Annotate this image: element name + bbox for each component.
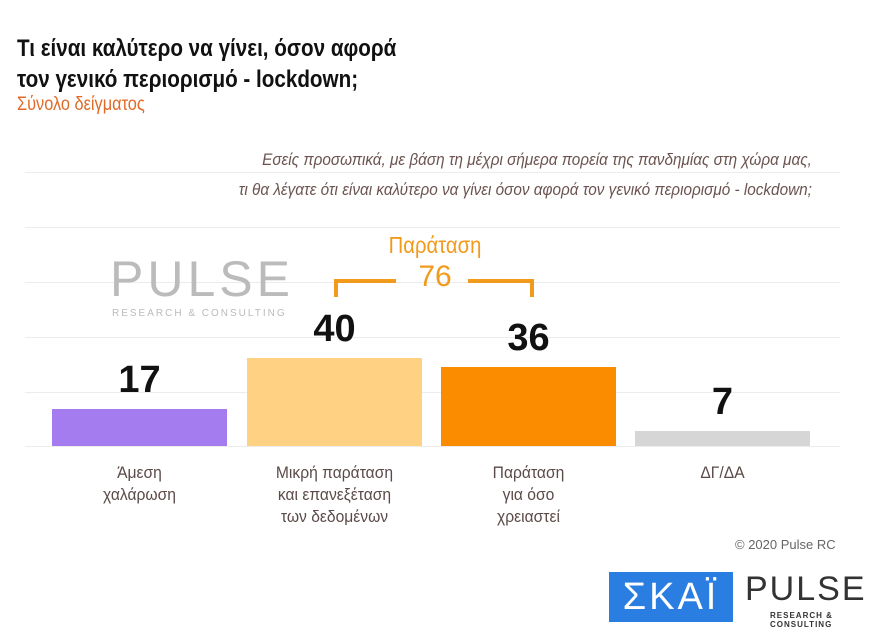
bracket-value: 76 — [418, 260, 452, 293]
category-label-line: Παράταση — [492, 463, 565, 482]
category-label-line: των δεδομένων — [280, 507, 389, 526]
bar — [52, 408, 227, 446]
category-label: Μικρή παράταση και επανεξέταση των δεδομέν… — [254, 462, 415, 528]
bracket-label: Παράταση — [388, 232, 482, 258]
category-label-line: χαλάρωση — [103, 485, 176, 504]
gridline — [25, 392, 840, 393]
title-line-2: τον γενικό περιορισμό - lockdown; — [17, 66, 359, 93]
chart-subtitle: Σύνολο δείγματος — [17, 94, 145, 115]
category-label-line: για όσο — [502, 485, 555, 504]
category-label-line: Άμεση — [117, 463, 162, 482]
chart-title: Τι είναι καλύτερο να γίνει, όσον αφορά το… — [17, 33, 396, 95]
question-line-1: Εσείς προσωπικά, με βάση τη μέχρι σήμερα… — [262, 150, 813, 169]
title-line-1: Τι είναι καλύτερο να γίνει, όσον αφορά — [17, 35, 397, 62]
pulse-logo: PULSE — [745, 570, 867, 608]
question-line-2: τι θα λέγατε ότι είναι καλύτερο να γίνει… — [238, 180, 812, 199]
data-label: 40 — [313, 308, 356, 350]
bar — [247, 358, 422, 446]
watermark-sub: RESEARCH & CONSULTING — [112, 308, 287, 319]
bracket-line-right — [468, 279, 534, 283]
data-label: 17 — [118, 358, 161, 401]
bracket-tick-right — [530, 279, 534, 297]
watermark-brand: PULSE — [110, 251, 294, 307]
category-label-line: και επανεξέταση — [277, 485, 392, 504]
bracket-line-left — [334, 279, 396, 283]
gridline — [25, 282, 840, 283]
bracket-tick-left — [334, 279, 338, 297]
gridline — [25, 172, 840, 173]
gridline — [25, 446, 840, 447]
category-label: ΔΓ/ΔΑ — [642, 462, 803, 484]
pulse-logo-sub: RESEARCH & CONSULTING — [770, 611, 833, 629]
skai-logo: ΣΚΑΪ — [609, 572, 733, 622]
category-label: Παράταση για όσο χρειαστεί — [448, 462, 609, 528]
category-label-line: χρειαστεί — [497, 507, 560, 526]
data-label: 7 — [711, 380, 734, 423]
data-label: 36 — [507, 316, 550, 359]
category-label-line: Μικρή παράταση — [275, 463, 394, 482]
category-label-line: ΔΓ/ΔΑ — [700, 463, 745, 482]
pulse-watermark: PULSE RESEARCH & CONSULTING — [70, 250, 294, 319]
bar — [635, 430, 810, 446]
gridline — [25, 337, 840, 338]
copyright: © 2020 Pulse RC — [735, 537, 836, 552]
gridline — [25, 227, 840, 228]
question-text: Εσείς προσωπικά, με βάση τη μέχρι σήμερα… — [239, 145, 812, 205]
bar — [441, 366, 616, 446]
category-label: Άμεση χαλάρωση — [59, 462, 220, 506]
